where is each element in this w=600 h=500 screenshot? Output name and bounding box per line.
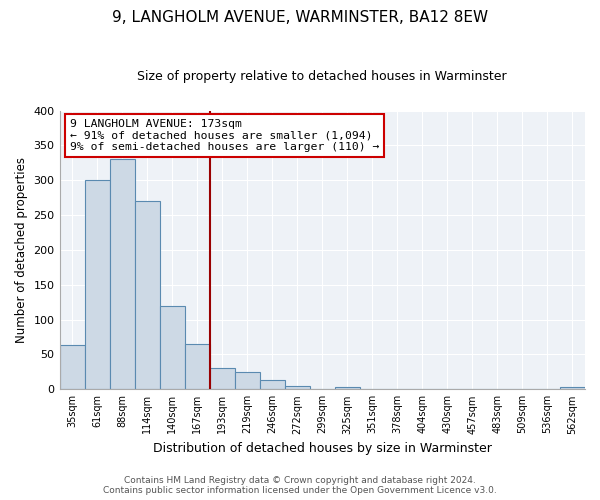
Text: Contains HM Land Registry data © Crown copyright and database right 2024.
Contai: Contains HM Land Registry data © Crown c…	[103, 476, 497, 495]
Bar	[209, 368, 235, 390]
Text: 9 LANGHOLM AVENUE: 173sqm
← 91% of detached houses are smaller (1,094)
9% of sem: 9 LANGHOLM AVENUE: 173sqm ← 91% of detac…	[70, 119, 379, 152]
Bar	[160, 306, 185, 390]
Bar	[260, 380, 285, 390]
Bar	[134, 201, 160, 390]
Y-axis label: Number of detached properties: Number of detached properties	[15, 157, 28, 343]
Bar	[235, 372, 260, 390]
Text: 9, LANGHOLM AVENUE, WARMINSTER, BA12 8EW: 9, LANGHOLM AVENUE, WARMINSTER, BA12 8EW	[112, 10, 488, 25]
Bar	[335, 387, 360, 390]
Bar	[560, 387, 585, 390]
Title: Size of property relative to detached houses in Warminster: Size of property relative to detached ho…	[137, 70, 507, 83]
Bar	[59, 346, 85, 390]
Bar	[110, 160, 134, 390]
X-axis label: Distribution of detached houses by size in Warminster: Distribution of detached houses by size …	[153, 442, 492, 455]
Bar	[185, 344, 209, 390]
Bar	[285, 386, 310, 390]
Bar	[85, 180, 110, 390]
